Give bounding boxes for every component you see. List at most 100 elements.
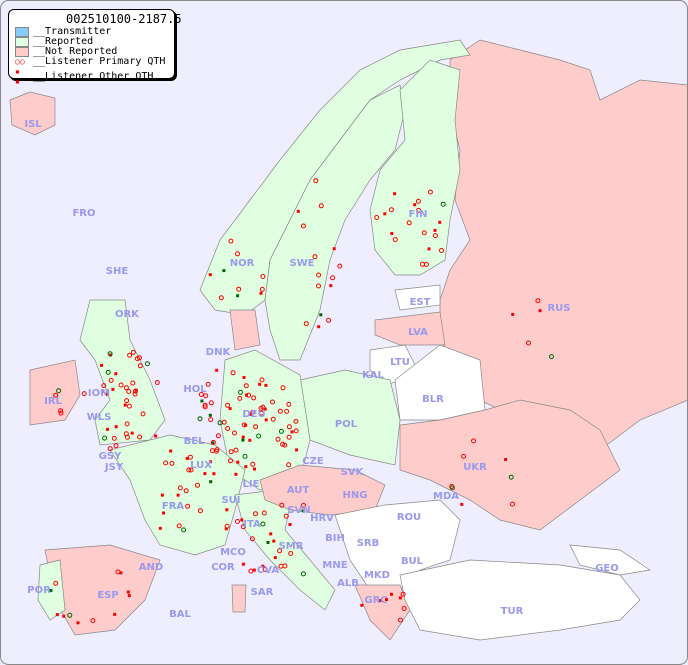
listener-other-marker [114,372,118,376]
listener-primary-marker [316,272,322,278]
listener-primary-marker [127,352,133,358]
country-label-hol: HOL [183,384,207,395]
listener-other-marker [209,460,213,464]
denmark-region [229,309,261,351]
listener-other-marker [319,313,323,317]
country-label-she: SHE [106,266,129,277]
listener-primary-marker [398,617,403,623]
listener-other-marker [398,596,402,600]
sardinia-region [231,584,247,613]
country-label-jsy: JSY [104,462,124,473]
country-label-est: EST [410,297,431,308]
listener-other-marker [269,532,273,536]
listener-primary-marker [238,389,243,395]
primary-qth-icon: ○○ [15,57,25,66]
transmitter-swatch [15,27,29,37]
listener-other-marker [261,564,265,568]
listener-primary-marker [283,513,289,519]
listener-primary-marker [81,391,87,397]
listener-primary-marker [312,254,318,260]
listener-primary-marker [183,488,189,494]
listener-primary-marker [278,563,284,569]
country-label-smr: SMR [279,541,304,552]
listener-other-marker [236,294,240,298]
listener-primary-marker [130,380,136,386]
listener-other-marker [49,588,53,592]
listener-other-marker [244,423,248,427]
listener-other-marker [224,527,228,531]
listener-primary-marker [181,527,187,533]
listener-primary-marker [241,422,247,428]
listener-primary-marker [105,369,111,375]
listener-primary-marker [300,571,306,577]
country-label-lux: LUX [190,460,212,471]
listener-other-marker [106,427,109,431]
listener-primary-marker [253,511,258,517]
listener-primary-marker [228,458,233,464]
country-label-rou: ROU [397,512,421,523]
listener-primary-marker [277,408,283,414]
poland-region [299,369,401,466]
legend: __Transmitter __Reported __Not Reported … [8,9,175,86]
listener-primary-marker [280,385,286,391]
listener-other-marker [379,599,383,602]
map-title: 002510100-2187.5 [66,12,182,26]
listener-primary-marker [303,321,309,327]
listener-primary-marker [236,286,242,292]
listener-primary-marker [280,441,286,447]
listener-primary-marker [288,551,294,556]
listener-primary-marker [415,198,421,204]
listener-other-marker [248,438,252,442]
listener-other-marker [259,291,263,295]
country-label-nor: NOR [230,258,255,269]
listener-primary-marker [249,536,255,542]
country-label-cva: CVA [257,565,279,576]
listener-primary-marker [126,403,132,409]
listener-other-marker [208,413,212,417]
listener-primary-marker [130,349,136,355]
listener-primary-marker [439,248,444,253]
country-label-hng: HNG [343,490,368,501]
listener-other-marker [301,509,305,513]
listener-primary-marker [177,485,183,491]
listener-primary-marker [259,377,265,383]
listener-primary-marker [260,274,266,279]
listener-primary-marker [251,395,257,401]
listener-primary-marker [140,411,146,417]
listener-other-marker [162,511,165,515]
listener-primary-marker [421,230,427,236]
listener-other-marker [383,212,387,216]
listener-primary-marker [210,439,216,445]
listener-other-marker [273,556,277,560]
country-label-bul: BUL [401,556,424,567]
country-label-fro: FRO [72,208,95,219]
listener-primary-marker [53,392,59,398]
country-label-cze: CZE [302,456,324,467]
listener-other-marker [385,598,388,601]
listener-other-marker [130,431,134,435]
listener-primary-marker [188,467,194,473]
listener-other-marker [332,247,336,251]
listener-primary-marker [137,363,143,369]
listener-primary-marker [233,447,239,453]
listener-other-marker [236,460,240,464]
listener-primary-marker [144,361,150,367]
listener-other-marker [427,247,431,251]
country-label-esp: ESP [97,590,118,601]
listener-primary-marker [270,399,275,405]
listener-primary-marker [215,433,221,439]
country-label-swe: SWE [289,258,314,269]
country-label-and: AND [139,562,163,573]
listener-primary-marker [113,443,119,449]
listener-other-marker [317,325,321,329]
listener-primary-marker [243,383,249,389]
listener-primary-marker [300,223,306,229]
greece-region [354,584,411,641]
listener-other-marker [208,273,212,277]
country-label-bih: BIH [325,533,345,544]
listener-primary-marker [337,263,343,269]
listener-other-marker [203,472,207,476]
listener-primary-marker [279,502,285,508]
listener-other-marker [258,382,262,386]
